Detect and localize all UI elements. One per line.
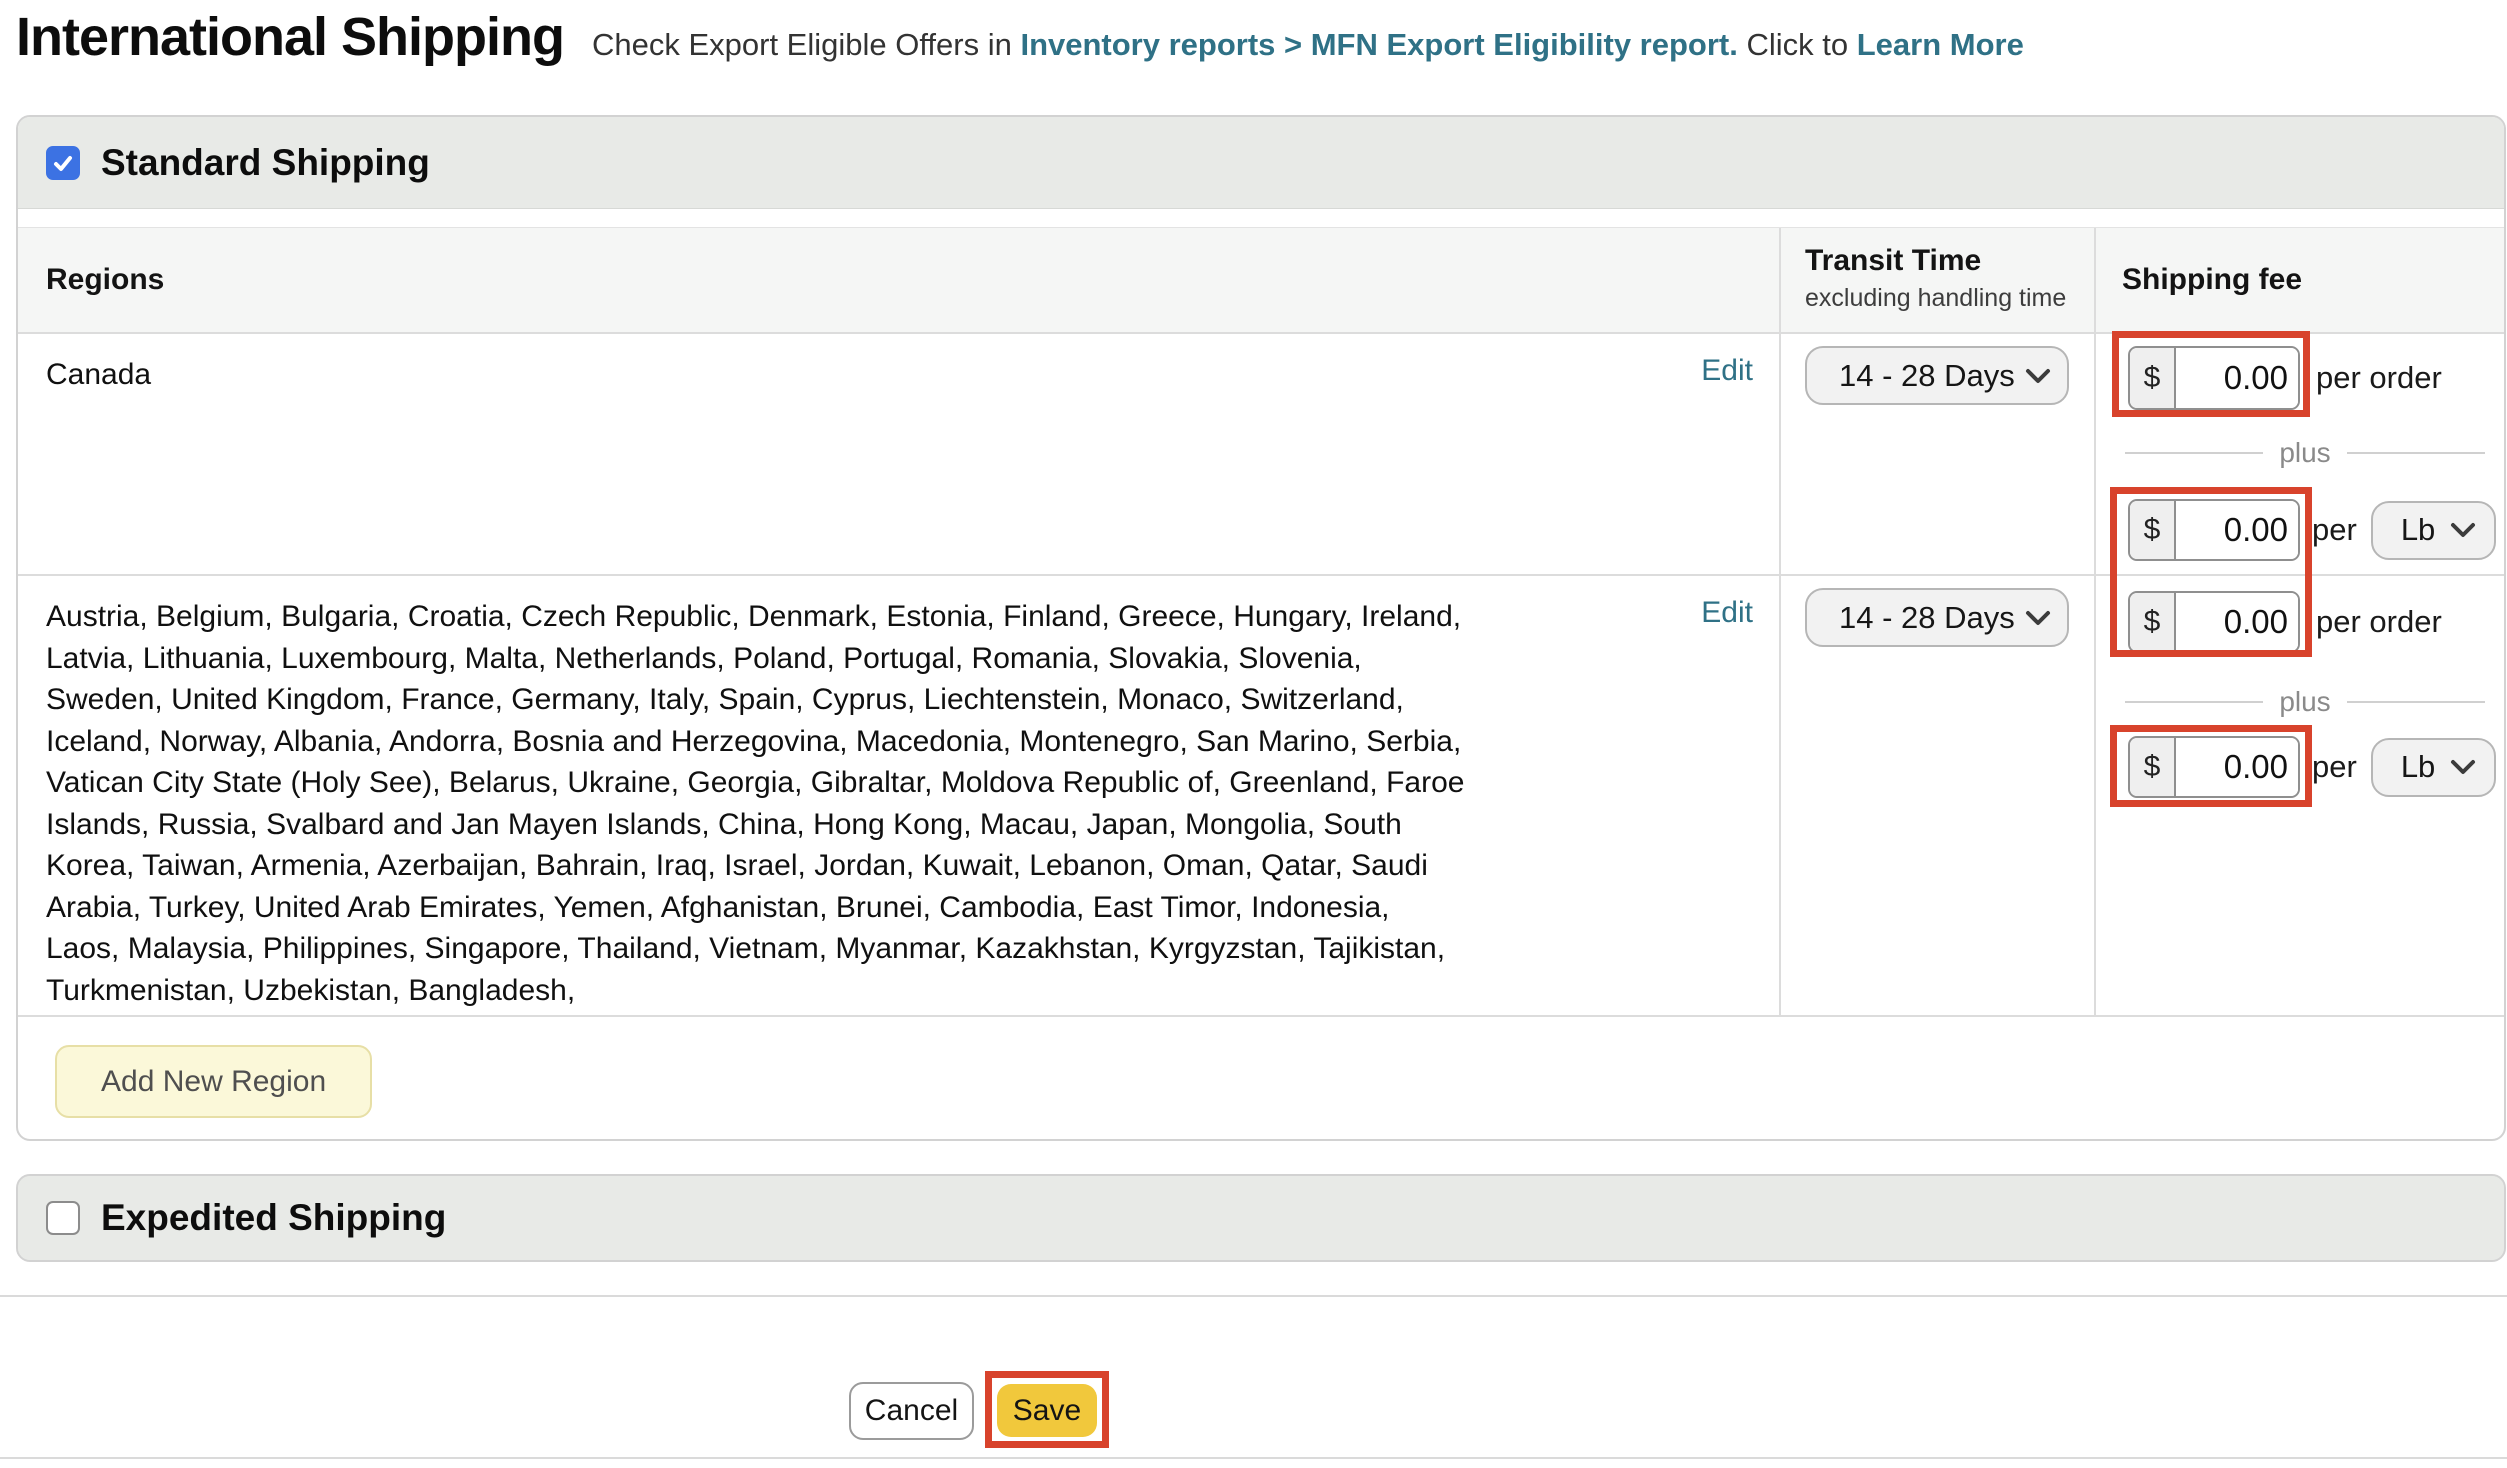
per-order-fee-group: $ [2128, 346, 2300, 410]
transit-time-column-header: Transit Time excluding handling time [1779, 228, 2094, 334]
shipping-rates-table: Regions Transit Time excluding handling … [18, 227, 2504, 1017]
per-label: per [2312, 512, 2357, 547]
transit-time-note: excluding handling time [1805, 284, 2067, 312]
currency-symbol: $ [2130, 593, 2176, 651]
per-order-fee-line: $ per order [2128, 591, 2442, 653]
per-weight-fee-group: $ [2128, 736, 2300, 798]
table-row-world-regions: Austria, Belgium, Bulgaria, Croatia, Cze… [18, 576, 1779, 1017]
save-button[interactable]: Save [997, 1384, 1097, 1437]
plus-separator: plus [2125, 437, 2485, 469]
per-order-fee-line: $ per order [2128, 346, 2442, 410]
transit-time-dropdown[interactable]: 14 - 28 Days [1805, 588, 2069, 647]
per-weight-fee-line: $ per Lb [2128, 736, 2496, 798]
edit-region-link[interactable]: Edit [1701, 354, 1753, 387]
transit-time-dropdown[interactable]: 14 - 28 Days [1805, 346, 2069, 405]
currency-symbol: $ [2130, 501, 2176, 559]
table-row-canada-transit: 14 - 28 Days [1779, 334, 2094, 576]
per-order-fee-input[interactable] [2176, 593, 2298, 651]
expedited-shipping-checkbox[interactable] [46, 1201, 80, 1235]
table-row-canada-regions: Canada Edit [18, 334, 1779, 576]
table-row-canada-fees: $ per order plus $ per [2094, 334, 2504, 576]
weight-unit-dropdown[interactable]: Lb [2370, 737, 2496, 797]
per-order-label: per order [2316, 360, 2442, 395]
subtitle-middle: Click to [1746, 27, 1849, 62]
inventory-reports-link[interactable]: Inventory reports > MFN Export Eligibili… [1020, 27, 1738, 62]
per-weight-fee-input[interactable] [2176, 501, 2298, 559]
currency-symbol: $ [2130, 348, 2176, 408]
bottom-divider [0, 1457, 2507, 1459]
subtitle-prefix: Check Export Eligible Offers in [591, 27, 1012, 62]
page-header: International Shipping Check Export Elig… [16, 6, 2486, 68]
per-weight-fee-line: $ per Lb [2128, 499, 2496, 561]
currency-symbol: $ [2130, 738, 2176, 796]
standard-shipping-title: Standard Shipping [101, 141, 430, 183]
learn-more-link[interactable]: Learn More [1856, 27, 2024, 62]
region-name: Canada [46, 358, 152, 391]
per-order-label: per order [2316, 604, 2442, 639]
chevron-down-icon [2450, 760, 2475, 774]
footer-divider [0, 1295, 2507, 1297]
cancel-button[interactable]: Cancel [849, 1382, 974, 1440]
standard-shipping-panel: Standard Shipping Regions Transit Time e… [16, 115, 2506, 1141]
per-label: per [2312, 749, 2357, 784]
expedited-shipping-panel: Expedited Shipping [16, 1174, 2506, 1262]
plus-separator: plus [2125, 686, 2485, 718]
chevron-down-icon [2025, 610, 2050, 625]
weight-unit-dropdown[interactable]: Lb [2370, 500, 2496, 560]
region-name: Austria, Belgium, Bulgaria, Croatia, Cze… [46, 600, 1465, 1007]
regions-column-header: Regions [18, 228, 1779, 334]
page-title: International Shipping [16, 7, 565, 67]
per-order-fee-group: $ [2128, 591, 2300, 653]
add-new-region-button[interactable]: Add New Region [55, 1045, 373, 1118]
edit-region-link[interactable]: Edit [1701, 596, 1753, 629]
chevron-down-icon [2450, 523, 2475, 537]
checkmark-icon [54, 155, 72, 171]
per-order-fee-input[interactable] [2176, 348, 2298, 408]
table-row-world-fees: $ per order plus $ per [2094, 576, 2504, 1017]
per-weight-fee-group: $ [2128, 499, 2300, 561]
per-weight-fee-input[interactable] [2176, 738, 2298, 796]
page-subtitle: Check Export Eligible Offers in Inventor… [592, 27, 2024, 63]
expedited-shipping-title: Expedited Shipping [101, 1197, 447, 1238]
expedited-shipping-header: Expedited Shipping [18, 1176, 2504, 1260]
standard-shipping-header: Standard Shipping [18, 117, 2504, 209]
shipping-fee-column-header: Shipping fee [2094, 228, 2504, 334]
standard-shipping-checkbox[interactable] [46, 145, 80, 180]
chevron-down-icon [2025, 368, 2050, 383]
table-row-world-transit: 14 - 28 Days [1779, 576, 2094, 1017]
